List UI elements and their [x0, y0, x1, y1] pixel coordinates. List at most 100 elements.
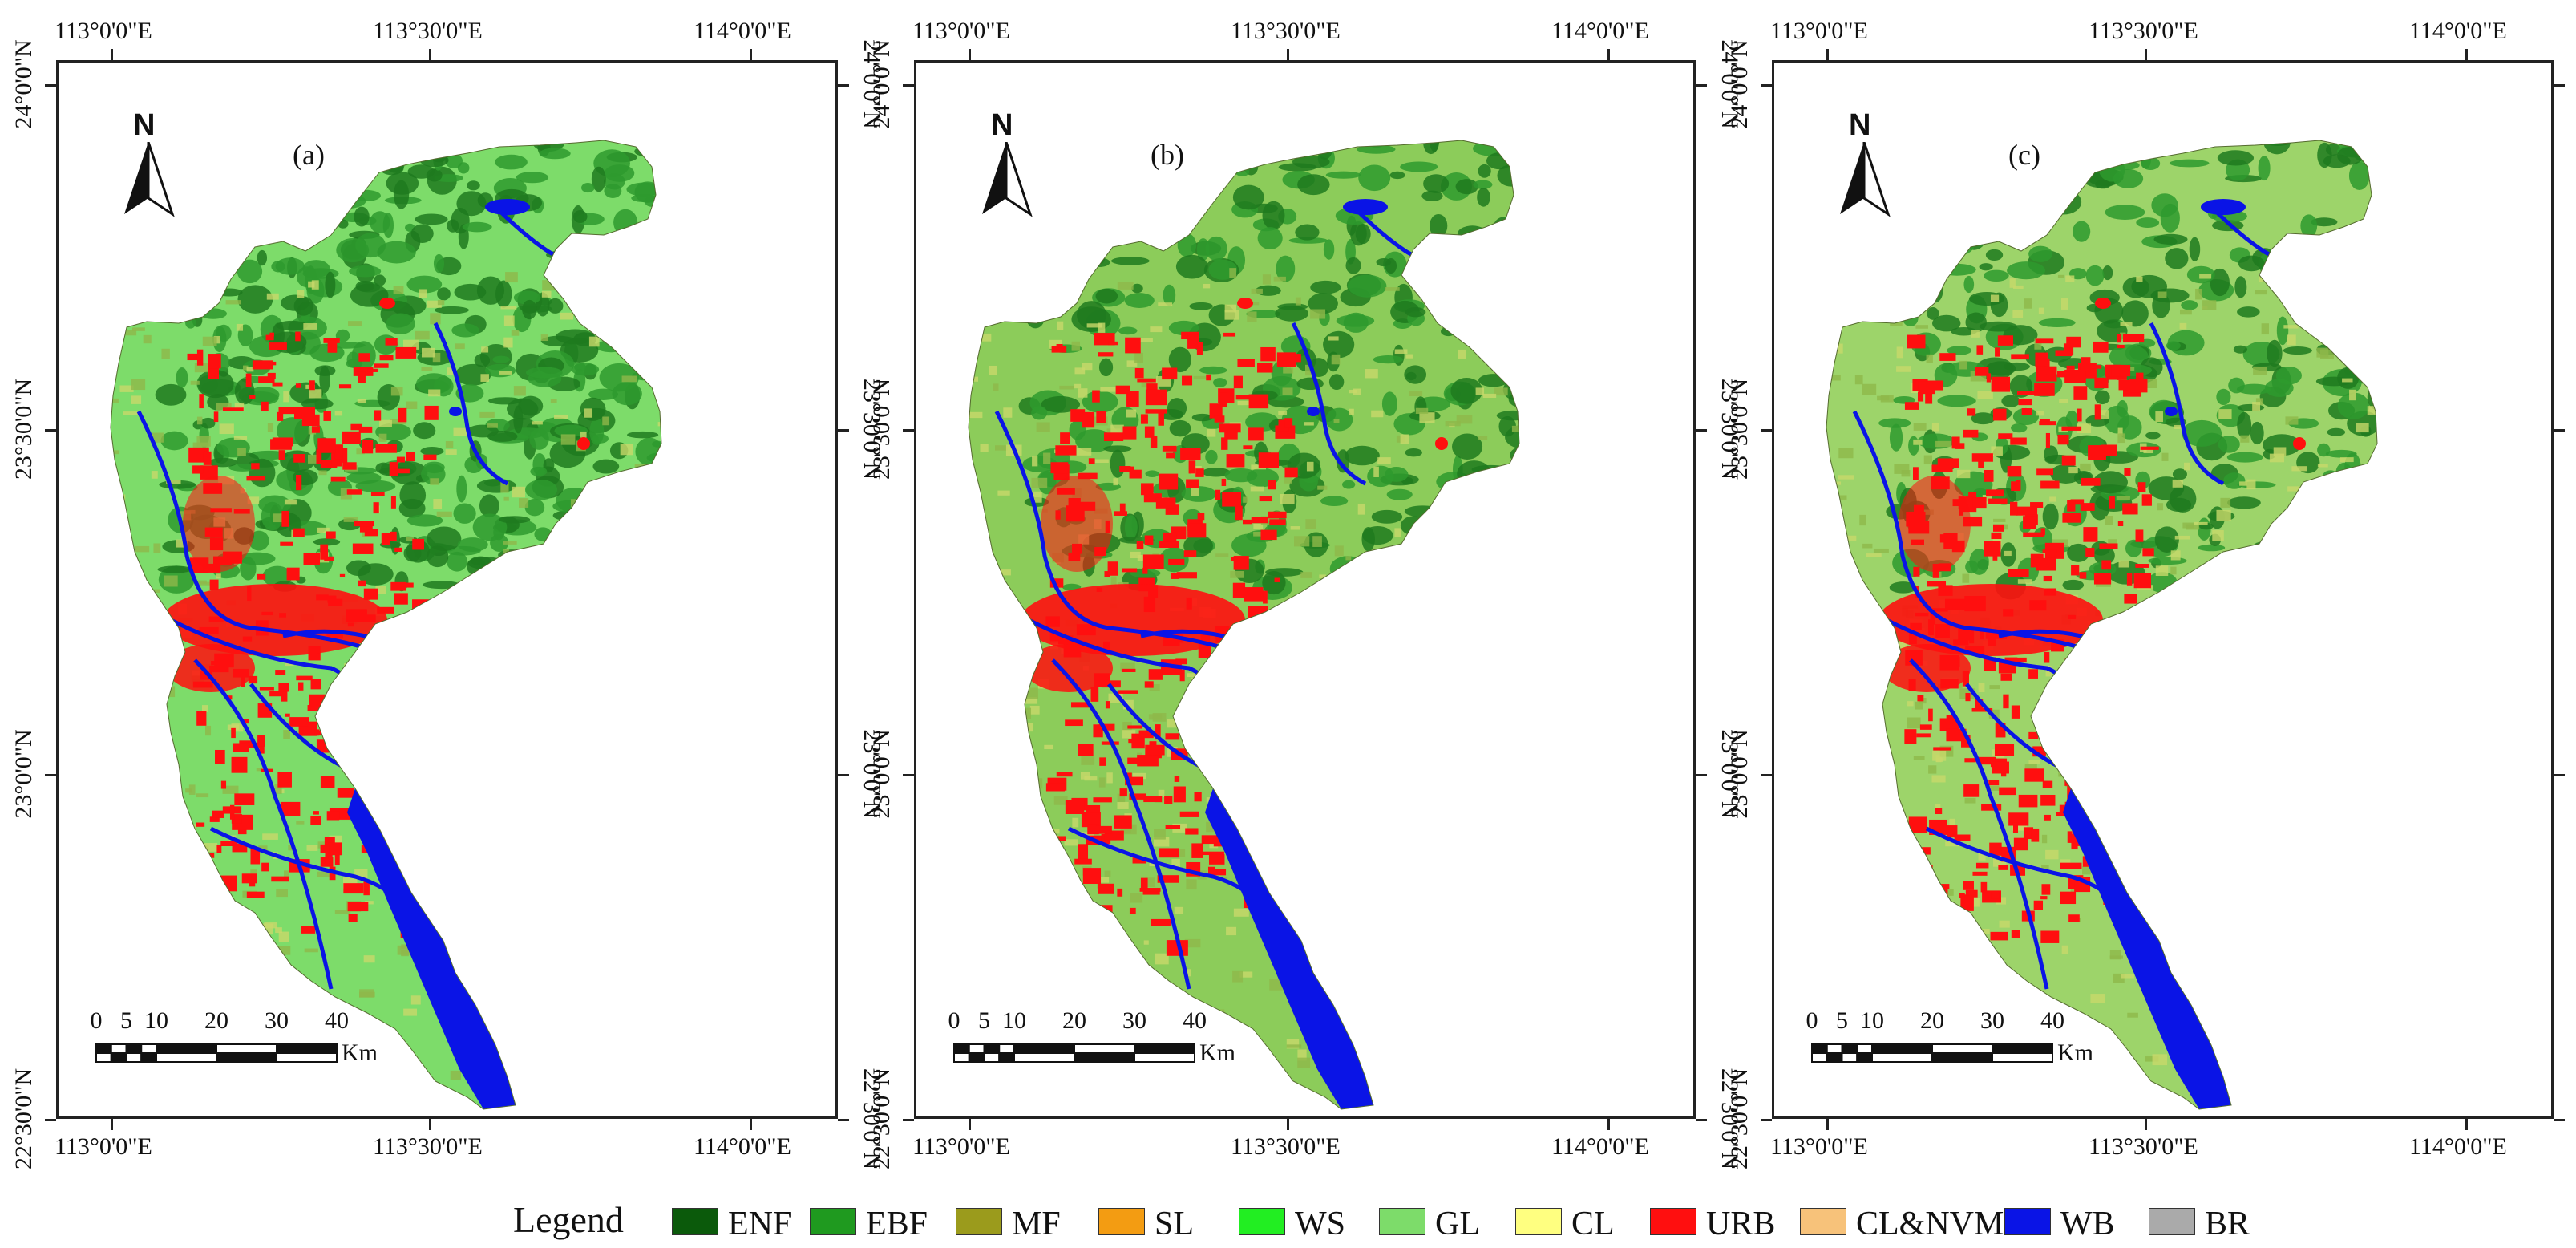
farm-patch — [587, 919, 600, 925]
urban-patch — [328, 842, 342, 856]
forest-patch — [1371, 509, 1403, 524]
farm-patch — [629, 725, 641, 729]
urban-patch — [295, 383, 301, 388]
urban-patch — [1078, 744, 1094, 756]
farm-patch — [2368, 893, 2377, 899]
forest-patch — [1145, 470, 1159, 477]
farm-patch — [1331, 354, 1341, 365]
farm-patch — [452, 628, 460, 634]
farm-patch — [1297, 1057, 1311, 1068]
forest-patch — [1452, 433, 1483, 460]
urban-patch — [286, 567, 300, 581]
farm-patch — [1903, 914, 1917, 925]
farm-patch — [2061, 945, 2068, 954]
urban-patch — [1981, 804, 2002, 811]
farm-patch — [541, 973, 556, 979]
forest-patch — [453, 503, 476, 524]
urban-patch — [334, 444, 343, 460]
farm-patch — [1062, 934, 1076, 940]
farm-patch — [1962, 573, 1970, 583]
farm-patch — [1022, 697, 1038, 704]
farm-patch — [2145, 712, 2156, 718]
urban-patch — [285, 713, 290, 717]
forest-patch — [552, 500, 588, 513]
urban-patch — [2092, 748, 2111, 760]
farm-patch — [2321, 481, 2330, 492]
forest-patch — [1202, 468, 1231, 477]
farm-patch — [2018, 1077, 2029, 1082]
urban-patch — [367, 368, 378, 372]
farm-patch — [423, 1086, 435, 1091]
urban-patch — [240, 719, 249, 724]
forest-patch — [174, 265, 203, 279]
farm-patch — [222, 785, 239, 794]
urban-patch — [1197, 758, 1213, 766]
farm-patch — [1318, 618, 1334, 622]
forest-patch — [171, 178, 208, 197]
urban-patch — [1992, 408, 2007, 421]
scale-seg-bottom — [276, 1052, 338, 1063]
scale-seg-bottom — [983, 1052, 1001, 1063]
farm-patch — [1297, 1049, 1307, 1061]
scale-tick-label: 40 — [325, 1007, 349, 1034]
farm-patch — [2174, 535, 2190, 540]
forest-patch — [626, 182, 661, 197]
urban-patch — [1231, 727, 1252, 732]
urban-patch — [1144, 535, 1154, 545]
farm-patch — [2323, 849, 2337, 859]
farm-patch — [311, 280, 319, 290]
urban-patch — [1093, 797, 1112, 803]
farm-patch — [308, 281, 315, 288]
farm-patch — [499, 371, 512, 375]
urban-patch — [2114, 713, 2132, 723]
forest-patch — [1086, 172, 1103, 193]
legend-swatch — [1800, 1208, 1846, 1235]
farm-patch — [2297, 711, 2305, 715]
urban-core-west — [1025, 644, 1113, 692]
farm-patch — [1394, 349, 1408, 354]
farm-patch — [2261, 323, 2269, 335]
farm-patch — [131, 395, 142, 404]
urban-patch — [310, 679, 321, 690]
farm-patch — [2320, 837, 2327, 842]
farm-patch — [1153, 837, 1170, 847]
scale-bar — [953, 1043, 1195, 1063]
forest-patch — [237, 259, 263, 284]
farm-patch — [2210, 936, 2221, 943]
farm-patch — [574, 822, 584, 832]
farm-patch — [219, 933, 224, 939]
forest-patch — [2166, 341, 2181, 350]
farm-patch — [1410, 631, 1425, 639]
farm-patch — [1418, 602, 1434, 606]
farm-patch — [579, 296, 590, 306]
urban-patch — [2058, 718, 2077, 733]
farm-patch — [1324, 651, 1336, 662]
farm-patch — [1514, 823, 1519, 829]
farm-patch — [1122, 730, 1136, 739]
forest-patch — [434, 306, 469, 314]
farm-patch — [513, 386, 526, 396]
farm-patch — [1149, 683, 1160, 691]
farm-patch — [1993, 857, 2007, 867]
farm-patch — [623, 648, 632, 654]
urban-patch — [374, 410, 382, 421]
farm-patch — [1506, 877, 1515, 884]
farm-patch — [540, 716, 546, 722]
forest-patch — [654, 363, 661, 385]
urban-patch — [277, 772, 292, 788]
farm-patch — [2232, 795, 2239, 806]
urban-patch — [2060, 862, 2082, 869]
farm-patch — [1829, 375, 1841, 381]
forest-patch — [604, 509, 631, 517]
urban-patch — [1914, 865, 1933, 869]
farm-patch — [379, 419, 392, 427]
farm-patch — [2170, 550, 2181, 561]
urban-patch — [1279, 728, 1291, 745]
farm-patch — [1478, 436, 1488, 440]
forest-patch — [2117, 399, 2128, 418]
farm-patch — [505, 272, 518, 283]
reservoir-small — [1307, 407, 1320, 416]
urban-patch — [1056, 897, 1062, 905]
urban-patch — [293, 454, 305, 463]
farm-patch — [1333, 419, 1340, 423]
